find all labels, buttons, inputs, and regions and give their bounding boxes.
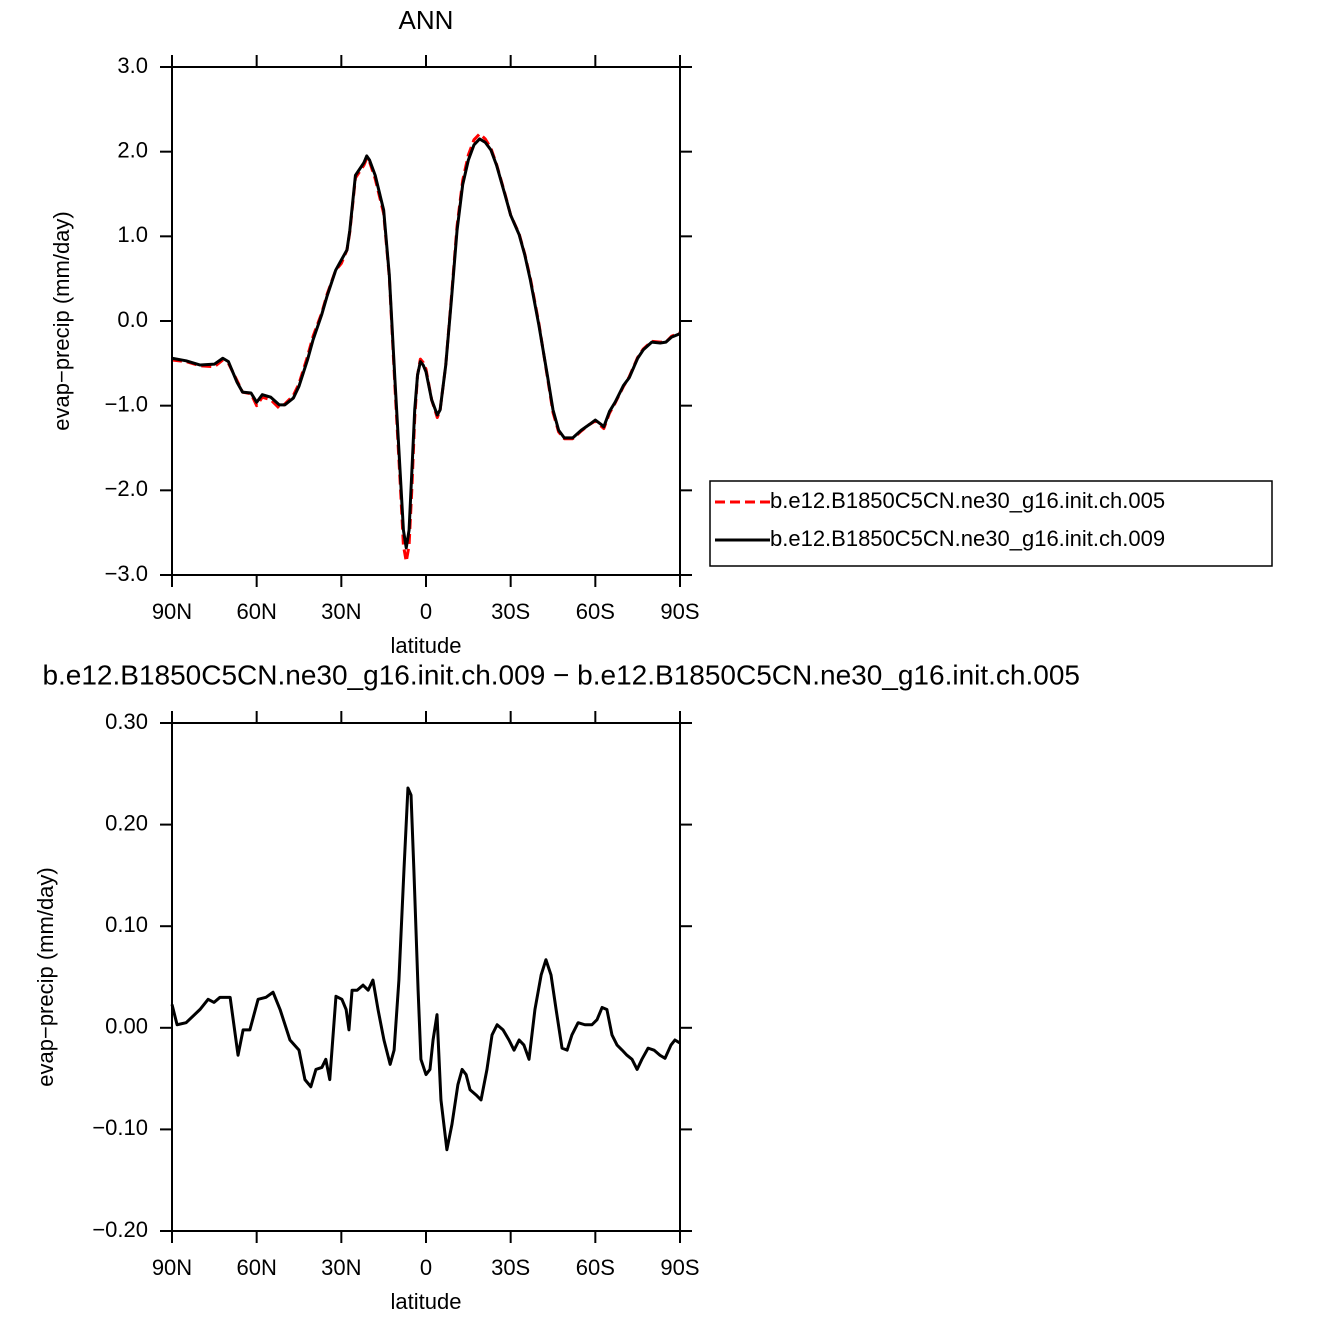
y-tick-label: 1.0	[117, 222, 148, 247]
x-axis-label: latitude	[391, 1289, 462, 1314]
y-tick-label: −0.10	[92, 1115, 148, 1140]
x-tick-label: 0	[420, 1255, 432, 1280]
chart-title: ANN	[399, 5, 454, 35]
x-tick-label: 90S	[660, 599, 699, 624]
plot-frame	[171, 66, 681, 576]
y-tick-label: 0.10	[105, 912, 148, 937]
y-axis-label: evap−precip (mm/day)	[49, 211, 74, 430]
legend-label: b.e12.B1850C5CN.ne30_g16.init.ch.005	[770, 488, 1165, 513]
y-tick-label: 0.0	[117, 307, 148, 332]
x-tick-label: 90N	[152, 1255, 192, 1280]
x-axis-label: latitude	[391, 633, 462, 658]
legend-box	[709, 480, 1273, 567]
y-tick-label: −2.0	[105, 476, 148, 501]
y-tick-label: −3.0	[105, 561, 148, 586]
x-tick-label: 30S	[491, 1255, 530, 1280]
y-tick-label: 2.0	[117, 137, 148, 162]
y-tick-label: −1.0	[105, 391, 148, 416]
x-tick-label: 0	[420, 599, 432, 624]
x-tick-label: 90N	[152, 599, 192, 624]
x-tick-label: 60S	[576, 599, 615, 624]
y-tick-label: 0.00	[105, 1014, 148, 1039]
data-line	[171, 137, 681, 550]
chart-title: b.e12.B1850C5CN.ne30_g16.init.ch.009 − b…	[42, 659, 1080, 690]
y-axis-label: evap−precip (mm/day)	[33, 867, 58, 1086]
x-tick-label: 90S	[660, 1255, 699, 1280]
x-tick-label: 60S	[576, 1255, 615, 1280]
x-tick-label: 30N	[321, 599, 361, 624]
x-tick-label: 60N	[236, 1255, 276, 1280]
legend-label: b.e12.B1850C5CN.ne30_g16.init.ch.009	[770, 526, 1165, 551]
y-tick-label: 3.0	[117, 53, 148, 78]
y-tick-label: 0.20	[105, 810, 148, 835]
plot-frame	[171, 722, 681, 1232]
data-line	[171, 132, 681, 563]
x-tick-label: 30N	[321, 1255, 361, 1280]
y-tick-label: 0.30	[105, 709, 148, 734]
data-line	[170, 786, 681, 1152]
x-tick-label: 60N	[236, 599, 276, 624]
y-tick-label: −0.20	[92, 1217, 148, 1242]
x-tick-label: 30S	[491, 599, 530, 624]
